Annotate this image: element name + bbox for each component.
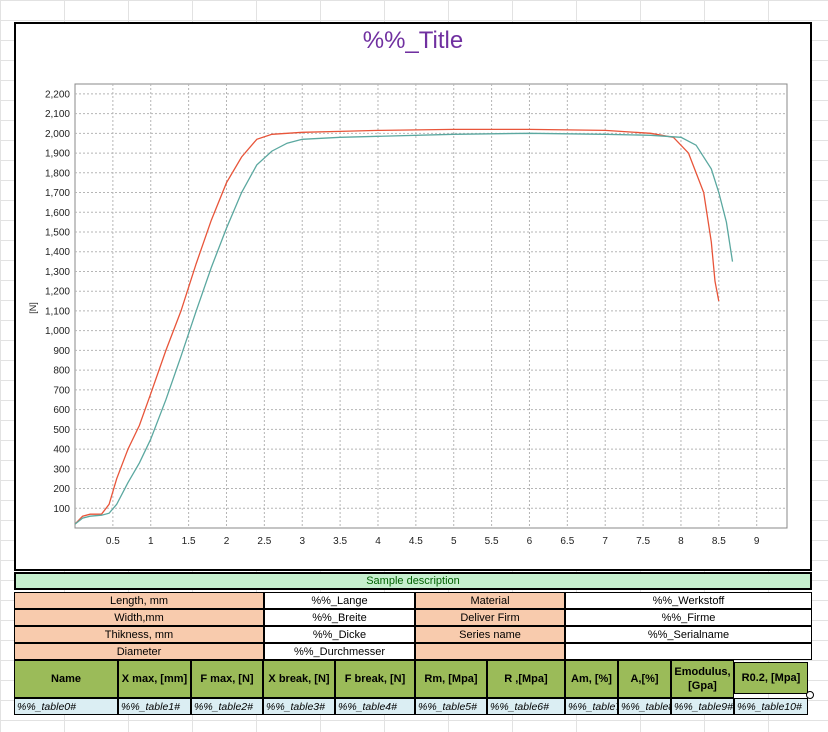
description-value-0[interactable]: %%_Lange	[264, 592, 415, 609]
y-tick-label: 400	[53, 445, 70, 456]
plot-area	[74, 83, 788, 529]
y-tick-label: 700	[53, 385, 70, 396]
y-tick-label: 2,000	[45, 129, 70, 140]
x-tick-label: 1	[148, 536, 154, 547]
x-tick-label: 0.5	[106, 536, 120, 547]
x-tick-label: 5.5	[485, 536, 499, 547]
x-tick-label: 5	[451, 536, 457, 547]
description-value-3[interactable]: %%_Durchmesser	[264, 643, 415, 660]
series-line-1	[74, 132, 734, 525]
description-label-3[interactable]: Diameter	[14, 643, 264, 660]
chart-frame: 100 200 300 400 500 600 700 800 900 1,000 1,100 1,2…	[14, 58, 812, 571]
y-tick-label: 1,000	[45, 326, 70, 337]
table-cell-6[interactable]: %%_table6#	[487, 698, 565, 715]
table-header-10[interactable]: R0.2, [Mpa]	[734, 662, 808, 694]
x-tick-label: 8	[678, 536, 684, 547]
x-tick-label: 1.5	[182, 536, 196, 547]
table-cell-7[interactable]: %%_table7#	[565, 698, 618, 715]
table-header-3[interactable]: X break, [N]	[263, 660, 335, 698]
table-header-8[interactable]: A,[%]	[618, 660, 671, 698]
y-tick-label: 1,700	[45, 188, 70, 199]
y-tick-label: 1,500	[45, 228, 70, 239]
table-header-9[interactable]: Emodulus, [Gpa]	[671, 660, 734, 698]
table-cell-10[interactable]: %%_table10#	[734, 698, 808, 715]
force-displacement-chart[interactable]: 100 200 300 400 500 600 700 800 900 1,000 1,100 1,2…	[16, 58, 810, 569]
y-tick-label: 1,200	[45, 287, 70, 298]
y-tick-label: 2,100	[45, 109, 70, 120]
table-cell-0[interactable]: %%_table0#	[14, 698, 118, 715]
table-cell-9[interactable]: %%_table9#	[671, 698, 734, 715]
x-tick-label: 3	[299, 536, 305, 547]
report-title[interactable]: %%_Title	[14, 22, 812, 60]
x-tick-label: 4	[375, 536, 381, 547]
description-value-2[interactable]: %%_Dicke	[264, 626, 415, 643]
y-tick-label: 1,100	[45, 306, 70, 317]
y-tick-label: 100	[53, 504, 70, 515]
x-tick-label: 7.5	[636, 536, 650, 547]
description-label2-1[interactable]: Deliver Firm	[415, 609, 565, 626]
description-value2-1[interactable]: %%_Firme	[565, 609, 812, 626]
y-tick-label: 1,600	[45, 208, 70, 219]
table-header-6[interactable]: R ,[Mpa]	[487, 660, 565, 698]
description-label-2[interactable]: Thikness, mm	[14, 626, 264, 643]
description-value2-3[interactable]	[565, 643, 812, 660]
y-tick-label: 800	[53, 366, 70, 377]
x-tick-label: 6	[527, 536, 533, 547]
table-header-0[interactable]: Name	[14, 660, 118, 698]
sample-description-header: Sample description	[14, 572, 812, 590]
description-label-1[interactable]: Width,mm	[14, 609, 264, 626]
x-tick-label: 9	[754, 536, 760, 547]
x-tick-label: 2	[224, 536, 230, 547]
y-tick-label: 500	[53, 425, 70, 436]
x-tick-label: 4.5	[409, 536, 423, 547]
y-tick-label: 900	[53, 346, 70, 357]
description-value2-0[interactable]: %%_Werkstoff	[565, 592, 812, 609]
table-header-1[interactable]: X max, [mm]	[118, 660, 191, 698]
table-cell-1[interactable]: %%_table1#	[118, 698, 191, 715]
y-tick-label: 1,800	[45, 168, 70, 179]
y-tick-label: 300	[53, 464, 70, 475]
description-value-1[interactable]: %%_Breite	[264, 609, 415, 626]
y-axis-label: [N]	[28, 302, 38, 314]
table-cell-5[interactable]: %%_table5#	[415, 698, 487, 715]
table-header-2[interactable]: F max, [N]	[191, 660, 263, 698]
x-tick-label: 2.5	[257, 536, 271, 547]
table-cell-2[interactable]: %%_table2#	[191, 698, 263, 715]
y-tick-label: 2,200	[45, 89, 70, 100]
x-tick-label: 6.5	[560, 536, 574, 547]
description-label2-0[interactable]: Material	[415, 592, 565, 609]
table-header-5[interactable]: Rm, [Mpa]	[415, 660, 487, 698]
x-tick-label: 7	[602, 536, 608, 547]
table-cell-8[interactable]: %%_table8#	[618, 698, 671, 715]
table-cell-4[interactable]: %%_table4#	[335, 698, 415, 715]
y-tick-label: 200	[53, 484, 70, 495]
description-label2-2[interactable]: Series name	[415, 626, 565, 643]
resize-handle[interactable]	[806, 691, 814, 699]
y-tick-label: 1,900	[45, 149, 70, 160]
y-tick-label: 1,300	[45, 267, 70, 278]
x-tick-label: 3.5	[333, 536, 347, 547]
table-cell-3[interactable]: %%_table3#	[263, 698, 335, 715]
table-header-7[interactable]: Am, [%]	[565, 660, 618, 698]
description-value2-2[interactable]: %%_Serialname	[565, 626, 812, 643]
table-header-4[interactable]: F break, [N]	[335, 660, 415, 698]
description-label-0[interactable]: Length, mm	[14, 592, 264, 609]
y-tick-label: 1,400	[45, 247, 70, 258]
description-label2-3[interactable]	[415, 643, 565, 660]
x-tick-label: 8.5	[712, 536, 726, 547]
y-tick-label: 600	[53, 405, 70, 416]
